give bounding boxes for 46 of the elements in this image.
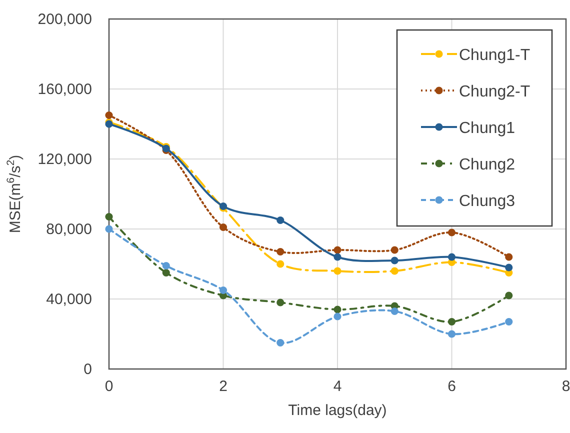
y-tick-label: 0 — [84, 361, 92, 378]
legend-label: Chung1-T — [459, 47, 530, 64]
point — [390, 256, 398, 264]
point — [448, 318, 456, 326]
point — [505, 292, 513, 300]
x-tick-label: 2 — [219, 378, 228, 395]
point — [505, 318, 513, 326]
point — [390, 307, 398, 316]
x-tick-label: 0 — [104, 378, 114, 395]
point — [162, 268, 170, 277]
x-tick-label: 4 — [333, 378, 342, 395]
point — [505, 264, 513, 272]
point — [219, 286, 228, 294]
y-tick-label: 40,000 — [46, 291, 92, 308]
y-tick-label: 80,000 — [46, 221, 92, 238]
legend-label: Chung2 — [459, 156, 516, 174]
point — [276, 338, 284, 347]
point — [334, 267, 342, 275]
point — [276, 248, 284, 256]
point — [448, 330, 456, 338]
legend-label: Chung3 — [459, 193, 516, 210]
legend-label: Chung2-T — [459, 84, 530, 100]
point — [162, 262, 170, 270]
y-tick-label: 200,000 — [38, 11, 92, 28]
point — [390, 267, 398, 275]
x-tick-label: 8 — [562, 378, 570, 395]
y-tick-label: 120,000 — [38, 151, 92, 168]
point — [276, 298, 284, 306]
point — [276, 216, 284, 224]
point — [334, 306, 342, 314]
point — [448, 228, 456, 236]
point — [334, 246, 342, 254]
point — [390, 246, 398, 254]
y-tick-label: 160,000 — [38, 81, 92, 98]
point — [334, 312, 342, 320]
point — [448, 253, 456, 261]
point — [219, 223, 228, 232]
legend-label: Chung1 — [459, 120, 516, 137]
x-tick-label: 6 — [448, 378, 456, 395]
point — [105, 212, 113, 221]
point — [334, 253, 342, 261]
point — [505, 253, 513, 261]
point — [105, 225, 113, 233]
point — [105, 111, 113, 120]
point — [276, 260, 284, 268]
x-axis-title: Time lags(day) — [288, 402, 387, 419]
